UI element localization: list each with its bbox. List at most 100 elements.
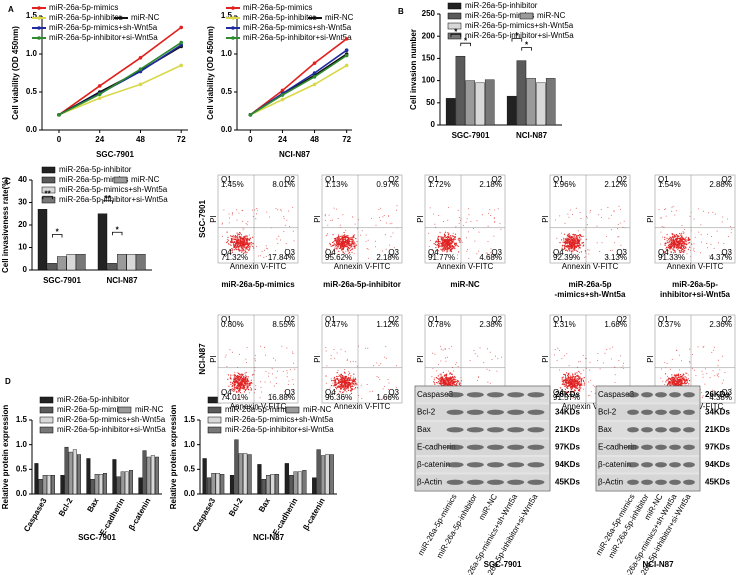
flow-event — [436, 381, 438, 384]
flow-event — [349, 382, 351, 384]
flow-event — [606, 235, 608, 237]
flow-event — [579, 371, 581, 373]
x-tick-label: 48 — [136, 135, 145, 144]
flow-event — [573, 381, 575, 383]
flow-event — [356, 365, 358, 367]
flow-event — [392, 232, 394, 234]
flow-event — [578, 376, 580, 378]
flow-event — [393, 247, 395, 249]
flow-event — [342, 243, 344, 245]
significance-bracket — [460, 42, 471, 47]
flow-event — [455, 226, 457, 228]
flow-event — [444, 349, 446, 350]
y-axis-label: Relative protein expression — [1, 405, 10, 510]
flow-event — [676, 381, 678, 383]
flow-event — [337, 243, 339, 245]
flow-event — [351, 237, 353, 239]
bar — [142, 450, 147, 495]
flow-event — [334, 247, 336, 249]
flow-event — [459, 382, 461, 384]
flow-event — [335, 382, 337, 384]
flow-event — [235, 387, 237, 389]
quadrant-name: Q1 — [553, 315, 564, 324]
blot-band — [487, 444, 504, 450]
flow-y-label: PI — [541, 355, 550, 363]
legend-label: miR-NC — [537, 11, 566, 20]
flow-event — [578, 243, 580, 245]
flow-event — [384, 356, 386, 358]
data-point — [280, 88, 285, 93]
flow-event — [325, 235, 327, 237]
flow-event — [248, 242, 250, 244]
flow-event — [669, 248, 671, 250]
blot-band — [487, 409, 504, 415]
flow-event — [334, 385, 336, 387]
flow-event — [675, 247, 677, 249]
flow-x-label: Annexin V-FITC — [230, 262, 287, 271]
flow-event — [237, 387, 239, 389]
flow-event — [575, 236, 577, 238]
legend-label: miR-26a-5p-mimics+sh-Wnt5a — [465, 21, 574, 30]
flow-event — [280, 209, 282, 211]
flow-event — [360, 234, 362, 236]
flow-event — [232, 380, 235, 382]
flow-event — [582, 241, 585, 244]
flow-event — [350, 248, 352, 250]
flow-event — [336, 352, 338, 354]
flow-event — [246, 347, 248, 349]
flow-event — [565, 393, 567, 395]
flow-event — [338, 234, 340, 236]
flow-event — [265, 255, 267, 257]
flow-event — [458, 222, 460, 224]
flow-event — [231, 212, 233, 214]
flow-event — [454, 233, 457, 235]
flow-event — [250, 388, 252, 390]
flow-event — [606, 348, 608, 350]
flow-event — [333, 377, 335, 379]
flow-event — [497, 208, 499, 210]
y-tick-label: 0.0 — [26, 125, 38, 134]
flow-event — [447, 381, 449, 383]
flow-event — [576, 243, 578, 245]
quadrant-name: Q1 — [658, 175, 669, 184]
flow-event — [338, 247, 340, 249]
flow-event — [453, 246, 455, 249]
flow-event — [579, 247, 581, 249]
flow-event — [292, 206, 294, 208]
flow-event — [685, 243, 687, 245]
blot-row-label: Bax — [598, 425, 612, 434]
flow-event — [383, 385, 385, 387]
flow-event — [229, 252, 231, 254]
flow-event — [451, 235, 453, 237]
quadrant-name: Q3 — [388, 388, 399, 397]
legend-swatch — [117, 406, 132, 414]
flow-event — [669, 236, 671, 238]
flow-event — [566, 246, 568, 248]
flow-event — [566, 380, 568, 382]
flow-event — [489, 209, 491, 211]
bar — [97, 213, 108, 271]
flow-event — [667, 247, 669, 249]
flow-event — [554, 354, 555, 356]
flow-event — [336, 382, 338, 384]
flow-event — [570, 245, 572, 248]
legend-swatch — [447, 2, 462, 10]
flow-event — [583, 382, 586, 384]
flow-event — [570, 243, 572, 246]
bar — [243, 453, 248, 495]
flow-event — [702, 376, 704, 378]
flow-event — [379, 378, 381, 380]
flow-event — [583, 229, 585, 231]
y-tick-label: 50 — [426, 98, 435, 107]
flow-event — [446, 383, 448, 385]
flow-event — [575, 250, 578, 252]
bar — [526, 78, 536, 126]
flow-event — [672, 246, 675, 248]
flow-event — [247, 385, 249, 387]
flow-event — [658, 209, 660, 211]
y-tick-label: 0.5 — [26, 87, 38, 96]
flow-event — [706, 243, 708, 244]
flow-event — [609, 348, 611, 350]
flow-event — [449, 247, 451, 249]
quadrant-percent: 0.47% — [325, 320, 348, 329]
